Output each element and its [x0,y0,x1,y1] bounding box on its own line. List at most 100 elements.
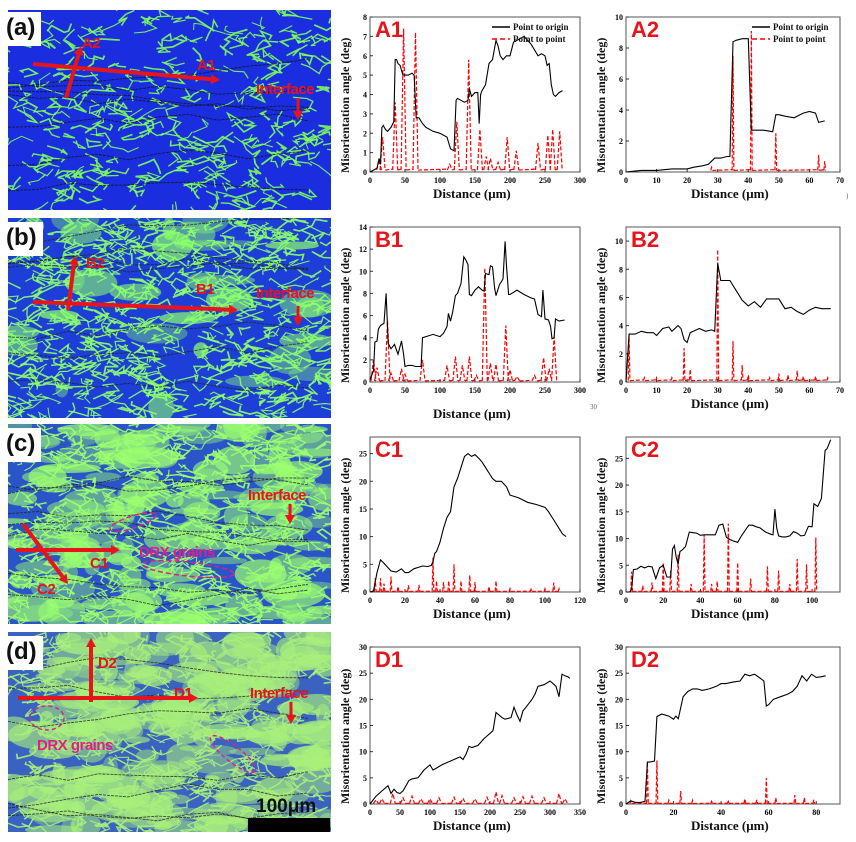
svg-text:50: 50 [775,176,783,185]
svg-text:0: 0 [363,168,367,177]
legend-item-point: Point to point [752,34,826,44]
svg-text:20: 20 [615,695,623,704]
svg-text:100: 100 [539,596,551,605]
svg-text:350: 350 [574,808,586,817]
svg-text:50: 50 [396,808,404,817]
svg-text:60: 60 [734,596,742,605]
svg-text:8: 8 [619,265,623,274]
drx-grains-label-c: DRX grains [139,544,215,561]
svg-text:10: 10 [615,535,623,544]
x-axis-label: Distance (μm) [691,818,769,833]
svg-text:0: 0 [368,176,372,185]
svg-text:0: 0 [624,808,628,817]
chart-b2: 0 10 20 30 40 50 60 70 0 2 4 6 8 10 B2 Misorientation a… [594,210,854,420]
svg-text:0: 0 [363,378,367,387]
chart-a2: 0 10 20 30 40 50 60 70 0 2 4 6 8 10 A2 Misorientation a… [594,0,854,210]
svg-text:0: 0 [363,800,367,809]
svg-text:40: 40 [436,596,444,605]
y-axis-label: Misorientation angle (deg) [594,457,608,593]
line-label-b1: B1 [196,281,215,298]
line-label-d1: D1 [174,685,193,702]
svg-text:25: 25 [359,669,367,678]
chart-title-b2: B2 [631,227,660,252]
svg-text:6: 6 [363,312,367,321]
svg-text:0: 0 [368,596,372,605]
svg-text:2: 2 [363,356,367,365]
svg-text:0: 0 [368,808,372,817]
svg-text:5: 5 [363,71,367,80]
svg-text:0: 0 [624,176,628,185]
line-label-a1: A1 [197,57,216,74]
svg-text:6: 6 [619,293,623,302]
svg-text:100: 100 [424,808,436,817]
line-label-c1: C1 [90,555,109,572]
svg-text:5: 5 [619,561,623,570]
chart-d2: 0 20 40 60 80 0 5 10 15 20 25 30 D2 Misorientation an… [594,630,854,842]
legend-item-origin: Point to origin [492,22,569,32]
svg-text:25: 25 [359,450,367,459]
svg-text:20: 20 [659,596,667,605]
svg-text:10: 10 [615,13,623,22]
svg-text:250: 250 [514,808,526,817]
svg-text:0: 0 [619,378,623,387]
microstructure-panel-a [8,10,331,210]
svg-text:3: 3 [363,110,367,119]
svg-text:50: 50 [775,386,783,395]
svg-text:50: 50 [401,176,409,185]
interface-label-a: Interface [256,81,315,98]
interface-label-b: Interface [256,285,315,302]
svg-text:25: 25 [615,669,623,678]
svg-text:80: 80 [812,808,820,817]
svg-text:20: 20 [670,808,678,817]
svg-text:40: 40 [717,808,725,817]
svg-text:10: 10 [653,176,661,185]
scale-bar [248,818,330,832]
svg-text:4: 4 [619,322,623,331]
svg-text:30: 30 [615,643,623,652]
svg-text:10: 10 [359,533,367,542]
svg-text:40: 40 [696,596,704,605]
svg-text:8: 8 [619,44,623,53]
svg-text:40: 40 [744,386,752,395]
svg-text:0: 0 [619,588,623,597]
svg-text:100: 100 [434,386,446,395]
svg-text:200: 200 [504,176,516,185]
chart-c1: 0 20 40 60 80 100 120 0 5 10 15 20 25 C1 Misorientatio… [338,420,598,630]
chart-title-a2: A2 [631,17,660,42]
stray-mark-a2: ) [846,192,849,200]
svg-text:50: 50 [401,386,409,395]
svg-text:5: 5 [363,774,367,783]
interface-label-d: Interface [250,685,309,702]
y-axis-label: Misorientation angle (deg) [338,668,352,804]
svg-text:250: 250 [539,176,551,185]
svg-text:2: 2 [363,129,367,138]
interface-label-c: Interface [248,487,307,504]
line-label-b2: B2 [86,255,105,272]
y-axis-label: Misorientation angle (deg) [594,247,608,383]
chart-legend: Point to origin Point to point [752,21,829,45]
svg-text:60: 60 [805,386,813,395]
svg-text:8: 8 [363,13,367,22]
svg-text:20: 20 [359,695,367,704]
svg-text:0: 0 [624,596,628,605]
line-label-a2: A2 [82,35,101,52]
svg-text:150: 150 [454,808,466,817]
svg-text:4: 4 [363,91,367,100]
chart-title-d1: D1 [375,647,404,672]
chart-title-a1: A1 [375,17,404,42]
svg-text:30: 30 [714,176,722,185]
svg-text:300: 300 [574,176,586,185]
svg-text:200: 200 [504,386,516,395]
microstructure-panel-b [8,218,331,418]
svg-text:8: 8 [363,289,367,298]
svg-text:4: 4 [363,334,367,343]
svg-text:15: 15 [615,722,623,731]
svg-text:100: 100 [434,176,446,185]
svg-text:15: 15 [359,722,367,731]
x-axis-label: Distance (μm) [691,186,769,201]
drx-grains-label-d: DRX grains [37,737,113,754]
svg-text:150: 150 [469,386,481,395]
svg-text:0: 0 [368,386,372,395]
y-axis-label: Misorientation angle (deg) [338,247,352,383]
scale-bar-label: 100μm [256,796,317,817]
